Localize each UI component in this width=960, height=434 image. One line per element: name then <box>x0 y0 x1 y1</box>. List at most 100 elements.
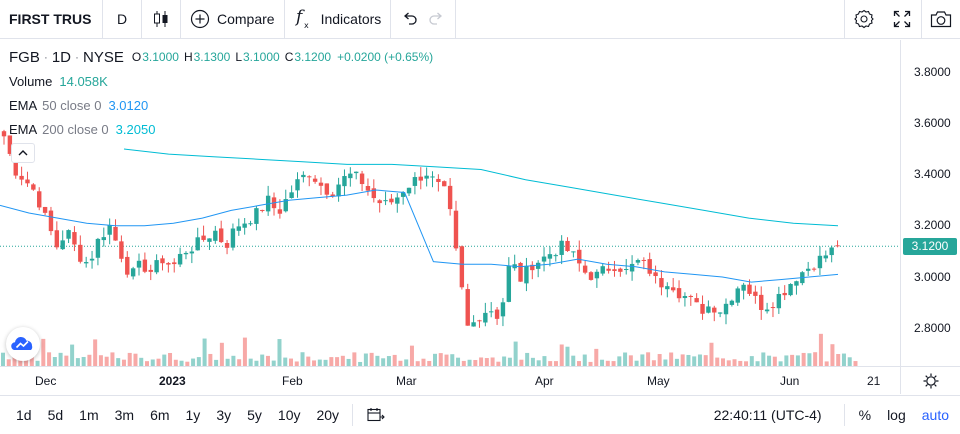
candle-body <box>688 295 693 297</box>
volume-bar <box>248 358 253 366</box>
range-1d-button[interactable]: 1d <box>16 406 32 423</box>
range-3m-button[interactable]: 3m <box>114 406 135 423</box>
interval-button[interactable]: D <box>116 11 128 27</box>
range-20y-button[interactable]: 20y <box>316 406 340 423</box>
volume-bar <box>202 338 207 366</box>
screenshot-button[interactable] <box>922 0 960 39</box>
candle-body <box>471 322 476 327</box>
candle-body <box>283 199 288 212</box>
volume-bar <box>559 344 564 366</box>
candle-body <box>154 260 159 273</box>
volume-bar <box>444 354 449 366</box>
chart-style-button[interactable] <box>142 0 180 39</box>
price-scale[interactable]: 3.8000 3.6000 3.4000 3.2000 3.0000 2.800… <box>900 40 960 366</box>
volume-bar <box>133 353 138 366</box>
range-6m-button[interactable]: 6m <box>150 406 170 423</box>
candle-body <box>31 184 36 190</box>
volume-bar <box>530 357 535 366</box>
volume-bar <box>265 355 270 366</box>
settings-button[interactable] <box>845 0 883 39</box>
legend-volume[interactable]: Volume 14.058K <box>9 69 433 93</box>
volume-bar <box>75 358 80 366</box>
candle-body <box>277 209 283 214</box>
volume-bar <box>231 355 236 366</box>
volume-bar <box>577 361 581 366</box>
calendar-range-icon <box>367 407 385 421</box>
ema200-line <box>123 148 839 227</box>
volume-bar <box>323 359 328 366</box>
candle-body <box>665 286 670 290</box>
sun-gear-icon <box>923 373 938 388</box>
time-axis[interactable]: Dec 2023 Feb Mar Apr May Jun 21 <box>0 366 960 394</box>
candle-body <box>183 252 189 255</box>
percent-scale-toggle[interactable]: % <box>858 406 872 423</box>
time-tick-label: Mar <box>396 374 417 388</box>
fullscreen-button[interactable] <box>883 0 921 39</box>
timezone-clock[interactable]: 22:40:11 (UTC-4) <box>713 406 822 423</box>
candle-body <box>260 209 265 211</box>
legend-exchange: NYSE <box>83 48 124 66</box>
volume-bar <box>484 358 489 366</box>
volume-bar <box>110 352 115 366</box>
candle-body <box>371 188 377 199</box>
candle-body <box>659 278 664 288</box>
chart-pane[interactable] <box>0 40 900 366</box>
legend-collapse-button[interactable] <box>11 143 35 163</box>
volume-bar <box>346 358 351 366</box>
price-chart[interactable] <box>0 40 900 366</box>
tradingview-logo-button[interactable] <box>6 327 40 361</box>
volume-bar <box>841 353 846 366</box>
range-1m-button[interactable]: 1m <box>79 406 99 423</box>
legend-ema50-params: 50 close 0 <box>42 97 102 113</box>
goto-date-button[interactable] <box>359 407 393 423</box>
log-scale-toggle[interactable]: log <box>887 406 906 423</box>
scale-settings-button[interactable] <box>900 367 960 394</box>
volume-bar <box>237 359 242 366</box>
volume-bar <box>726 360 731 366</box>
candle-body <box>254 208 259 224</box>
candle-body <box>682 295 688 299</box>
symbol-search-button[interactable]: FIRST TRUS <box>9 11 92 27</box>
auto-scale-toggle[interactable]: auto <box>921 406 949 423</box>
candle-body <box>506 265 512 302</box>
undo-button[interactable] <box>391 0 429 39</box>
volume-bar <box>219 342 224 366</box>
volume-bar <box>306 356 311 366</box>
legend-ema200[interactable]: EMA 200 close 0 3.2050 <box>9 117 433 141</box>
legend-ema50[interactable]: EMA 50 close 0 3.0120 <box>9 93 433 117</box>
indicators-button[interactable]: f x Indicators <box>285 0 391 39</box>
candle-body <box>442 181 447 187</box>
volume-bar <box>461 360 466 366</box>
range-3y-button[interactable]: 3y <box>216 406 232 423</box>
legend-ema200-value: 3.2050 <box>115 121 156 137</box>
candle-body <box>524 265 529 284</box>
candle-body <box>547 254 553 259</box>
volume-bar <box>415 361 420 366</box>
range-1y-button[interactable]: 1y <box>185 406 201 423</box>
toolbar-separator <box>102 0 103 39</box>
volume-bar <box>588 361 593 366</box>
volume-bar <box>692 356 697 366</box>
price-tick-label: 3.6000 <box>914 116 951 130</box>
candle-body <box>119 241 124 259</box>
candle-body <box>207 238 212 242</box>
range-5y-button[interactable]: 5y <box>247 406 262 423</box>
range-5d-button[interactable]: 5d <box>47 406 64 423</box>
toolbar-separator <box>921 0 922 39</box>
compare-button[interactable]: Compare <box>181 0 284 39</box>
candle-body <box>301 174 306 178</box>
volume-bar <box>87 354 92 366</box>
legend-main-series[interactable]: FGB · 1D · NYSE O 3.1000 H 3.1300 L 3.10… <box>9 45 433 69</box>
volume-bar <box>242 337 247 366</box>
range-10y-button[interactable]: 10y <box>277 406 301 423</box>
redo-icon <box>429 12 443 25</box>
volume-bar <box>525 352 530 366</box>
legend-high-key: H <box>183 50 193 64</box>
toolbar-separator <box>455 0 457 39</box>
legend-high-value: 3.1300 <box>193 50 231 64</box>
redo-button[interactable] <box>417 0 455 39</box>
candle-body <box>453 210 459 249</box>
candle-body <box>606 268 611 271</box>
candle-body <box>324 183 330 195</box>
candle-body <box>541 256 547 262</box>
